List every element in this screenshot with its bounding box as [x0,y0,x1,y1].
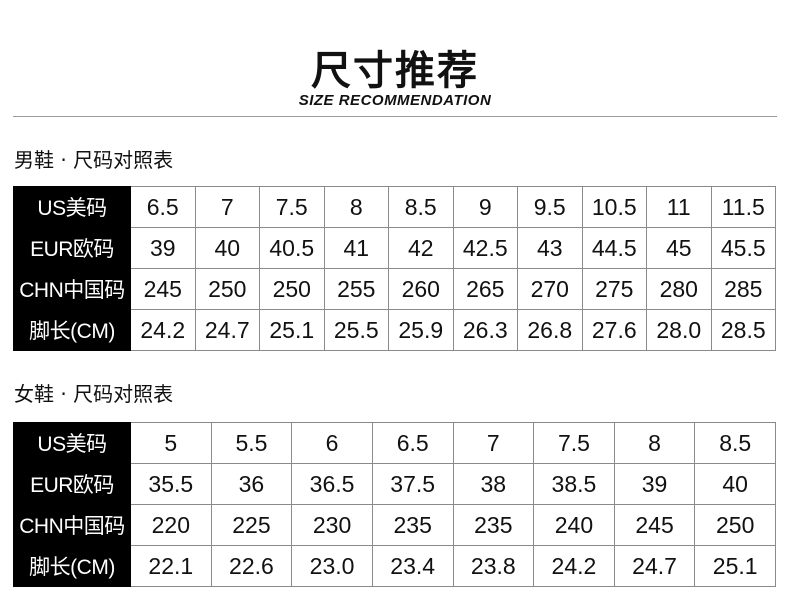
size-cell: 35.5 [130,463,212,505]
size-cell: 42 [388,227,454,269]
size-cell: 7.5 [533,422,615,464]
size-cell: 28.0 [646,309,712,351]
size-cell: 23.8 [452,545,535,587]
size-cell: 27.6 [581,309,647,351]
size-cell: 43 [517,227,583,269]
size-cell: 255 [323,268,389,310]
size-cell: 7 [194,186,260,228]
size-cell: 8.5 [694,422,776,464]
row-header: US美码 [13,186,131,228]
men-size-table: US美码 6.5 7 7.5 8 8.5 9 9.5 10.5 11 11.5 EUR欧码 39 40 40… [13,186,776,351]
size-cell: 285 [710,268,776,310]
size-cell: 39 [613,463,696,505]
size-cell: 36.5 [291,463,373,505]
table-row: CHN中国码 245 250 250 255 260 265 270 275 280 285 [13,268,776,310]
row-header: 脚长(CM) [13,309,131,351]
size-cell: 8 [613,422,696,464]
size-cell: 11.5 [710,186,776,228]
size-cell: 270 [517,268,583,310]
size-cell: 275 [581,268,647,310]
size-cell: 40 [194,227,260,269]
size-cell: 10.5 [581,186,647,228]
size-cell: 24.2 [533,545,615,587]
size-cell: 36 [210,463,293,505]
size-cell: 225 [210,504,293,546]
size-cell: 23.4 [371,545,454,587]
size-cell: 24.7 [613,545,696,587]
page-title: 尺寸推荐 [311,48,479,94]
size-cell: 22.6 [210,545,293,587]
size-cell: 22.1 [130,545,212,587]
size-cell: 40.5 [259,227,325,269]
table-row: EUR欧码 35.5 36 36.5 37.5 38 38.5 39 40 [13,463,776,505]
size-cell: 7.5 [259,186,325,228]
table-row: CHN中国码 220 225 230 235 235 240 245 250 [13,504,776,546]
size-cell: 240 [533,504,615,546]
men-section-title: 男鞋 · 尺码对照表 [14,148,174,172]
size-cell: 5 [130,422,212,464]
size-cell: 7 [452,422,535,464]
size-cell: 45 [646,227,712,269]
size-cell: 8.5 [388,186,454,228]
size-cell: 6 [291,422,373,464]
women-section-title: 女鞋 · 尺码对照表 [14,382,174,406]
size-cell: 38.5 [533,463,615,505]
size-cell: 26.8 [517,309,583,351]
size-cell: 25.9 [388,309,454,351]
size-cell: 24.7 [194,309,260,351]
size-cell: 44.5 [581,227,647,269]
size-cell: 25.5 [323,309,389,351]
size-cell: 6.5 [130,186,196,228]
size-cell: 39 [130,227,196,269]
page-subtitle: SIZE RECOMMENDATION [298,92,492,109]
size-cell: 23.0 [291,545,373,587]
row-header: US美码 [13,422,131,464]
size-cell: 25.1 [259,309,325,351]
size-cell: 11 [646,186,712,228]
size-cell: 230 [291,504,373,546]
size-cell: 6.5 [371,422,454,464]
size-cell: 245 [130,268,196,310]
size-cell: 235 [371,504,454,546]
size-cell: 280 [646,268,712,310]
table-row: EUR欧码 39 40 40.5 41 42 42.5 43 44.5 45 45.5 [13,227,776,269]
row-header: 脚长(CM) [13,545,131,587]
women-size-table: US美码 5 5.5 6 6.5 7 7.5 8 8.5 EUR欧码 35.5 36 36.5 37.5 3… [13,422,776,587]
size-cell: 9.5 [517,186,583,228]
row-header: EUR欧码 [13,227,131,269]
size-cell: 260 [388,268,454,310]
size-cell: 40 [694,463,776,505]
row-header: CHN中国码 [13,504,131,546]
size-cell: 220 [130,504,212,546]
size-cell: 26.3 [452,309,518,351]
size-cell: 250 [194,268,260,310]
size-cell: 235 [452,504,535,546]
size-cell: 25.1 [694,545,776,587]
size-cell: 45.5 [710,227,776,269]
size-cell: 250 [694,504,776,546]
size-cell: 24.2 [130,309,196,351]
size-cell: 250 [259,268,325,310]
size-cell: 245 [613,504,696,546]
size-cell: 38 [452,463,535,505]
size-cell: 41 [323,227,389,269]
size-cell: 9 [452,186,518,228]
row-header: EUR欧码 [13,463,131,505]
row-header: CHN中国码 [13,268,131,310]
size-cell: 42.5 [452,227,518,269]
divider [13,116,777,117]
size-cell: 8 [323,186,389,228]
size-cell: 265 [452,268,518,310]
table-row: US美码 5 5.5 6 6.5 7 7.5 8 8.5 [13,422,776,464]
size-cell: 28.5 [710,309,776,351]
table-row: US美码 6.5 7 7.5 8 8.5 9 9.5 10.5 11 11.5 [13,186,776,228]
size-cell: 5.5 [210,422,293,464]
table-row: 脚长(CM) 22.1 22.6 23.0 23.4 23.8 24.2 24.7 25.1 [13,545,776,587]
size-cell: 37.5 [371,463,454,505]
table-row: 脚长(CM) 24.2 24.7 25.1 25.5 25.9 26.3 26.8 27.6 28… [13,309,776,351]
